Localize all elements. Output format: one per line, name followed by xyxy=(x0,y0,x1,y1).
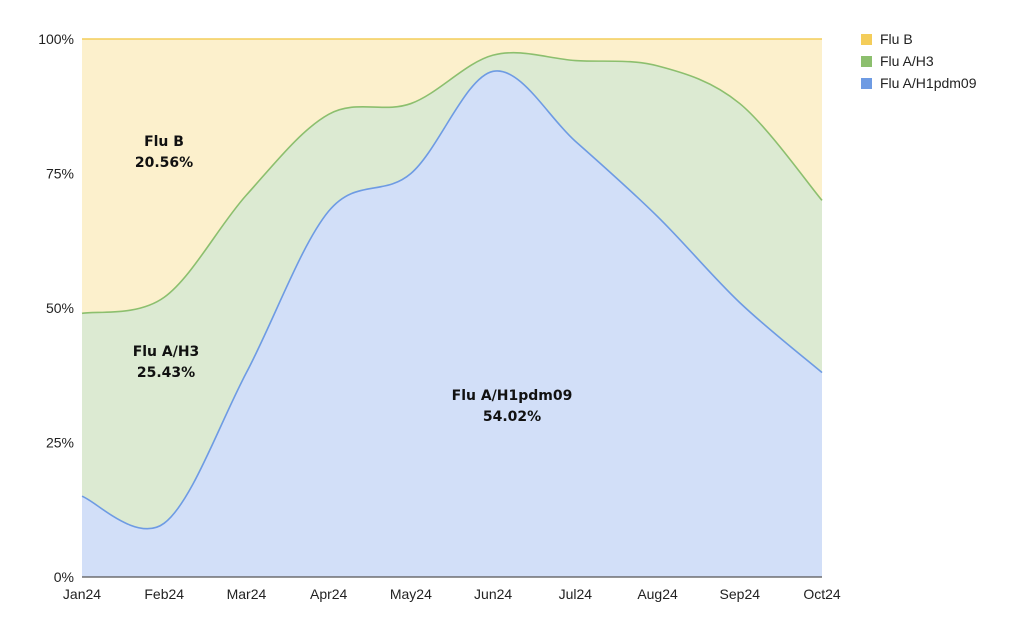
area-flu-b xyxy=(82,39,822,314)
annotations: Flu B 20.56% Flu A/H3 25.43% Flu A/H1pdm09 54… xyxy=(133,134,573,425)
legend-swatch xyxy=(861,34,872,45)
annotation-label: Flu A/H1pdm09 xyxy=(452,388,573,404)
legend: Flu B Flu A/H3 Flu A/H1pdm09 xyxy=(861,31,977,91)
y-tick-label: 0% xyxy=(54,569,74,585)
legend-item: Flu A/H1pdm09 xyxy=(861,75,977,91)
y-axis-ticks: 0% 25% 50% 75% 100% xyxy=(38,31,74,585)
legend-label: Flu A/H3 xyxy=(880,53,934,69)
y-tick-label: 25% xyxy=(46,435,74,451)
x-tick-label: Apr24 xyxy=(310,586,348,602)
x-tick-label: Feb24 xyxy=(144,586,184,602)
x-tick-label: Sep24 xyxy=(720,586,761,602)
y-tick-label: 50% xyxy=(46,300,74,316)
legend-label: Flu A/H1pdm09 xyxy=(880,75,977,91)
x-tick-label: May24 xyxy=(390,586,432,602)
annotation-label: Flu B xyxy=(144,134,184,150)
legend-item: Flu B xyxy=(861,31,913,47)
series-lines xyxy=(81,38,823,530)
legend-item: Flu A/H3 xyxy=(861,53,934,69)
annotation-label: Flu A/H3 xyxy=(133,344,200,360)
x-tick-label: Jul24 xyxy=(559,586,593,602)
annotation-value: 25.43% xyxy=(137,365,195,381)
legend-swatch xyxy=(861,56,872,67)
x-tick-label: Jun24 xyxy=(474,586,512,602)
annotation-value: 54.02% xyxy=(483,409,541,425)
y-tick-label: 75% xyxy=(46,166,74,182)
legend-swatch xyxy=(861,78,872,89)
x-axis-ticks: Jan24 Feb24 Mar24 Apr24 May24 Jun24 Jul24 Aug24… xyxy=(63,586,841,602)
y-tick-label: 100% xyxy=(38,31,74,47)
line-flu-a-h3 xyxy=(81,51,823,315)
line-flu-a-h1pdm09 xyxy=(81,70,823,530)
x-tick-label: Mar24 xyxy=(227,586,267,602)
x-tick-label: Aug24 xyxy=(637,586,678,602)
series-areas xyxy=(82,39,822,577)
legend-label: Flu B xyxy=(880,31,913,47)
annotation-value: 20.56% xyxy=(135,155,193,171)
x-tick-label: Oct24 xyxy=(803,586,841,602)
x-tick-label: Jan24 xyxy=(63,586,101,602)
